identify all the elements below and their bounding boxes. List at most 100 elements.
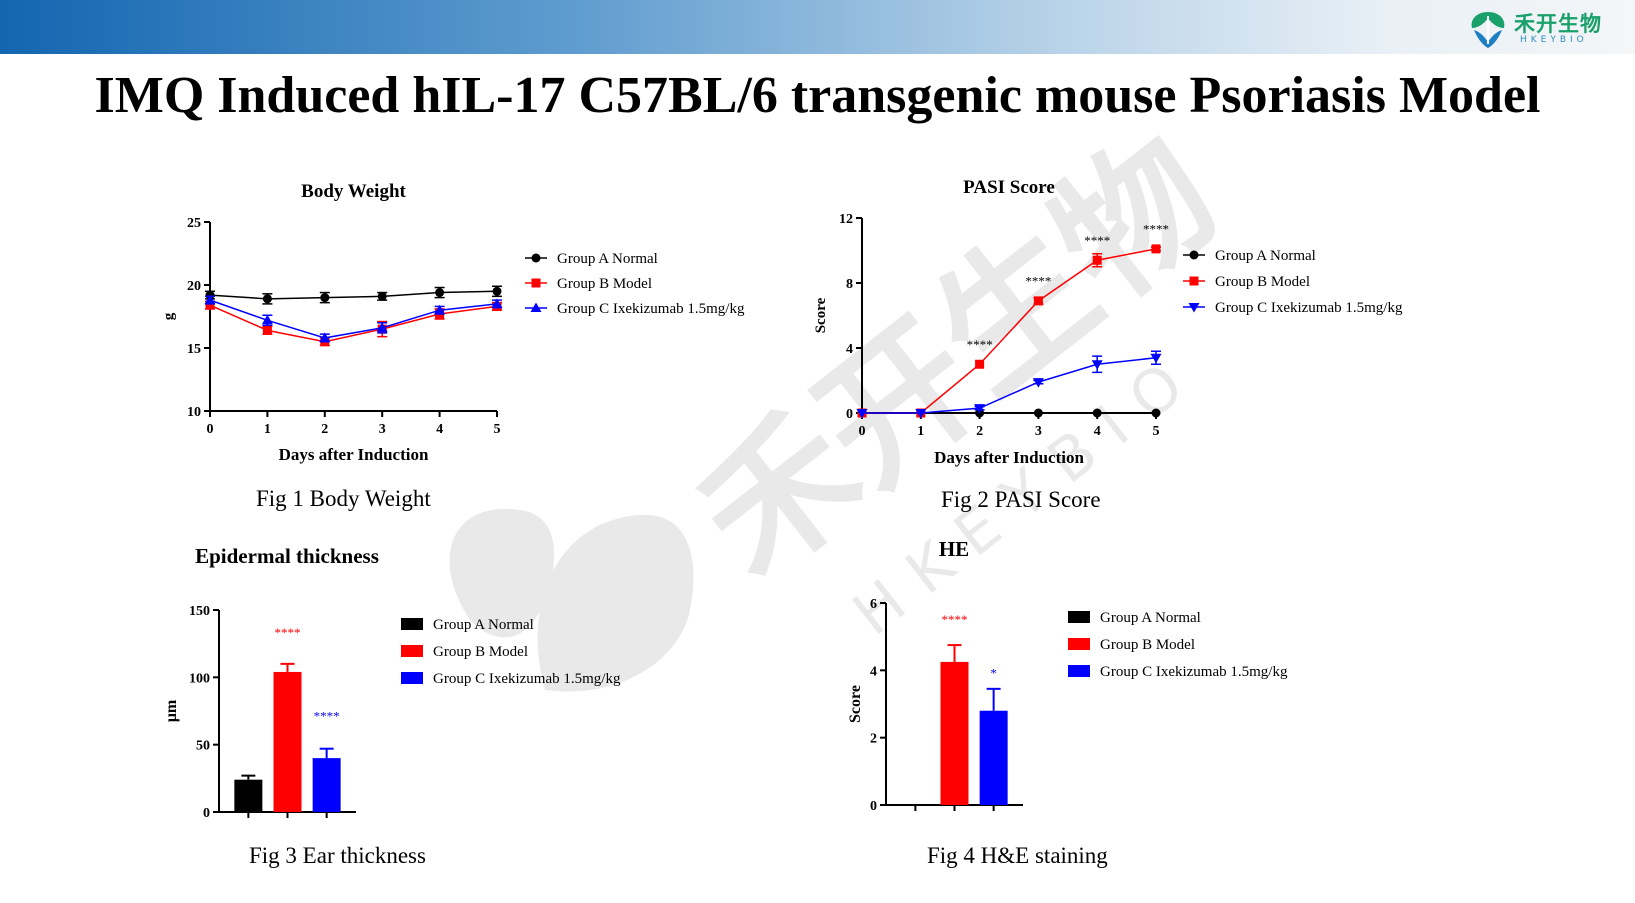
chart1-data-point: [491, 298, 503, 308]
chart2-significance-label: ****: [1084, 233, 1110, 248]
leaf-logo-icon: [1471, 12, 1505, 48]
chart2-data-point: [974, 404, 986, 414]
chart1-data-point: [204, 294, 216, 305]
chart1-title: Body Weight: [301, 181, 406, 202]
chart3-legend-swatch: [401, 618, 423, 630]
chart2-y-tick-label: 8: [846, 277, 853, 292]
chart1-legend-marker: [531, 253, 541, 263]
chart2-data-point: [975, 359, 985, 369]
chart1-legend-marker: [531, 278, 541, 288]
chart3-y-label: µm: [163, 699, 180, 722]
chart1-x-tick-label: 2: [321, 422, 328, 437]
chart2-data-point: [1033, 408, 1043, 418]
chart2-legend-label: Group C Ixekizumab 1.5mg/kg: [1215, 300, 1403, 316]
chart1-data-point: [376, 322, 388, 332]
chart1-data-point: [434, 304, 446, 315]
chart1-data-point: [262, 294, 272, 304]
chart2-legend-label: Group A Normal: [1215, 248, 1316, 264]
caption-fig1: Fig 1 Body Weight: [256, 486, 431, 511]
chart4-legend-swatch: [1068, 611, 1090, 623]
chart1-data-point: [435, 288, 445, 298]
chart3-significance-label: ****: [275, 625, 301, 640]
chart2-data-point: [1033, 296, 1043, 306]
chart1-data-point: [377, 291, 387, 301]
chart1-x-label: Days after Induction: [279, 445, 429, 464]
chart2-data-point: [856, 409, 868, 419]
chart2-x-label: Days after Induction: [934, 448, 1084, 467]
chart3-bar: [312, 758, 341, 812]
chart4-legend-label: Group C Ixekizumab 1.5mg/kg: [1100, 664, 1288, 680]
chart2-x-tick-label: 1: [917, 424, 924, 439]
chart2-data-point: [1150, 353, 1162, 364]
chart2-title: PASI Score: [963, 177, 1055, 198]
logo-subtitle: HKEYBIO: [1520, 35, 1588, 45]
chart1-y-tick-label: 20: [187, 279, 201, 294]
chart2-x-tick-label: 4: [1094, 424, 1101, 439]
chart4-legend-label: Group B Model: [1100, 637, 1195, 653]
chart2-data-point: [1092, 255, 1102, 265]
chart2-y-tick-label: 4: [846, 342, 853, 357]
chart1-y-label: g: [161, 312, 177, 320]
chart4-bar: [979, 710, 1008, 805]
chart2-y-tick-label: 0: [846, 407, 853, 422]
chart2-significance-label: ****: [1025, 273, 1051, 288]
chart1-x-tick-label: 1: [264, 422, 271, 437]
chart2-data-point: [915, 409, 927, 419]
chart1-x-tick-label: 5: [494, 422, 501, 437]
chart4-y-tick-label: 4: [870, 664, 877, 679]
chart4-legend-label: Group A Normal: [1100, 610, 1201, 626]
chart1-data-point: [261, 314, 273, 325]
chart3-y-tick-label: 0: [203, 806, 210, 821]
chart1-data-point: [492, 286, 502, 296]
chart4-legend-swatch: [1068, 638, 1090, 650]
chart1-data-point: [262, 325, 272, 335]
chart2-legend-marker: [1189, 276, 1199, 286]
chart2-data-point: [1151, 244, 1161, 254]
chart2-data-point: [1151, 408, 1161, 418]
chart1-legend-label: Group A Normal: [557, 251, 658, 267]
chart1-y-tick-label: 10: [187, 405, 201, 420]
chart4-bar: [940, 661, 969, 805]
chart3-legend-label: Group B Model: [433, 644, 528, 660]
chart4-y-label: Score: [847, 685, 864, 723]
chart4-y-tick-label: 2: [870, 732, 877, 747]
chart2-significance-label: ****: [1143, 221, 1169, 236]
chart2-x-tick-label: 5: [1153, 424, 1160, 439]
logo-name: 禾开生物: [1514, 12, 1602, 36]
chart1-legend-label: Group C Ixekizumab 1.5mg/kg: [557, 301, 745, 317]
chart1-data-point: [205, 300, 215, 310]
page-title: IMQ Induced hIL-17 C57BL/6 transgenic mo…: [94, 67, 1541, 124]
chart1-data-point: [319, 332, 331, 342]
chart3-legend-label: Group A Normal: [433, 617, 534, 633]
chart2-y-tick-label: 12: [839, 212, 853, 227]
chart2-series-line: [862, 248, 1157, 414]
chart3-significance-label: ****: [314, 708, 340, 723]
chart2-x-tick-label: 0: [859, 424, 866, 439]
chart2-legend-marker: [1188, 303, 1200, 313]
chart3-bar: [273, 671, 302, 812]
chart2-data-point: [1091, 360, 1103, 370]
chart2-data-point: [1092, 408, 1102, 418]
chart1-x-tick-label: 0: [207, 422, 214, 437]
chart2-data-point: [1032, 378, 1044, 388]
chart1-y-tick-label: 25: [187, 216, 201, 231]
caption-fig4: Fig 4 H&E staining: [927, 843, 1108, 868]
chart1-series-line: [209, 299, 498, 339]
chart1-legend-marker: [530, 302, 542, 312]
chart3-y-tick-label: 100: [189, 671, 210, 686]
chart3-legend-swatch: [401, 645, 423, 657]
chart2-significance-label: ****: [967, 337, 993, 352]
chart4-significance-label: ****: [942, 612, 968, 627]
chart4-title: HE: [939, 537, 969, 561]
chart4-y-tick-label: 6: [870, 597, 877, 612]
chart1-legend-label: Group B Model: [557, 276, 652, 292]
chart2-x-tick-label: 2: [976, 424, 983, 439]
caption-fig3: Fig 3 Ear thickness: [249, 843, 426, 868]
chart3-legend-swatch: [401, 672, 423, 684]
chart3-bar: [234, 779, 263, 812]
chart2-y-label: Score: [813, 297, 829, 333]
chart3-title: Epidermal thickness: [195, 544, 379, 568]
chart4-y-tick-label: 0: [870, 799, 877, 814]
header-bar: [0, 0, 1635, 54]
